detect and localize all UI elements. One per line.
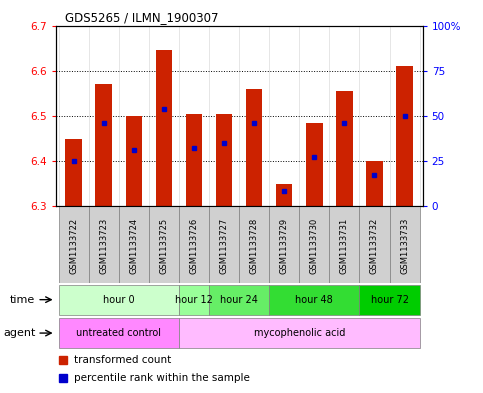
Text: time: time	[10, 295, 35, 305]
Bar	[246, 89, 262, 206]
Bar	[359, 206, 389, 283]
Text: agent: agent	[3, 328, 35, 338]
Bar	[216, 114, 232, 206]
Bar	[359, 285, 420, 315]
Text: GSM1133731: GSM1133731	[340, 218, 349, 274]
Bar	[329, 206, 359, 283]
Text: GSM1133729: GSM1133729	[280, 218, 289, 274]
Text: GSM1133726: GSM1133726	[189, 218, 199, 274]
Text: hour 24: hour 24	[220, 295, 258, 305]
Bar	[209, 206, 239, 283]
Text: hour 12: hour 12	[175, 295, 213, 305]
Text: hour 72: hour 72	[370, 295, 409, 305]
Bar	[149, 206, 179, 283]
Bar	[58, 285, 179, 315]
Text: hour 0: hour 0	[103, 295, 135, 305]
Bar	[299, 206, 329, 283]
Text: untreated control: untreated control	[76, 328, 161, 338]
Text: GSM1133722: GSM1133722	[69, 218, 78, 274]
Bar	[96, 84, 112, 206]
Bar	[65, 138, 82, 206]
Bar	[366, 161, 383, 206]
Bar	[89, 206, 119, 283]
Bar	[119, 206, 149, 283]
Bar	[58, 206, 89, 283]
Text: percentile rank within the sample: percentile rank within the sample	[74, 373, 250, 383]
Bar	[269, 206, 299, 283]
Text: GSM1133725: GSM1133725	[159, 218, 169, 274]
Text: GSM1133730: GSM1133730	[310, 218, 319, 274]
Bar	[239, 206, 269, 283]
Text: transformed count: transformed count	[74, 355, 171, 365]
Bar	[126, 116, 142, 206]
Bar	[209, 285, 269, 315]
Text: GSM1133733: GSM1133733	[400, 218, 409, 274]
Text: GSM1133727: GSM1133727	[220, 218, 228, 274]
Text: GSM1133732: GSM1133732	[370, 218, 379, 274]
Bar	[179, 206, 209, 283]
Text: GSM1133723: GSM1133723	[99, 218, 108, 274]
Bar	[179, 318, 420, 348]
Bar	[269, 285, 359, 315]
Bar	[336, 91, 353, 206]
Text: mycophenolic acid: mycophenolic acid	[254, 328, 345, 338]
Bar	[58, 318, 179, 348]
Bar	[179, 285, 209, 315]
Text: GSM1133728: GSM1133728	[250, 218, 258, 274]
Bar	[396, 66, 413, 206]
Text: GSM1133724: GSM1133724	[129, 218, 138, 274]
Text: GDS5265 / ILMN_1900307: GDS5265 / ILMN_1900307	[65, 11, 219, 24]
Bar	[156, 50, 172, 206]
Text: hour 48: hour 48	[296, 295, 333, 305]
Bar	[185, 114, 202, 206]
Bar	[389, 206, 420, 283]
Bar	[306, 123, 323, 206]
Bar	[276, 184, 293, 206]
